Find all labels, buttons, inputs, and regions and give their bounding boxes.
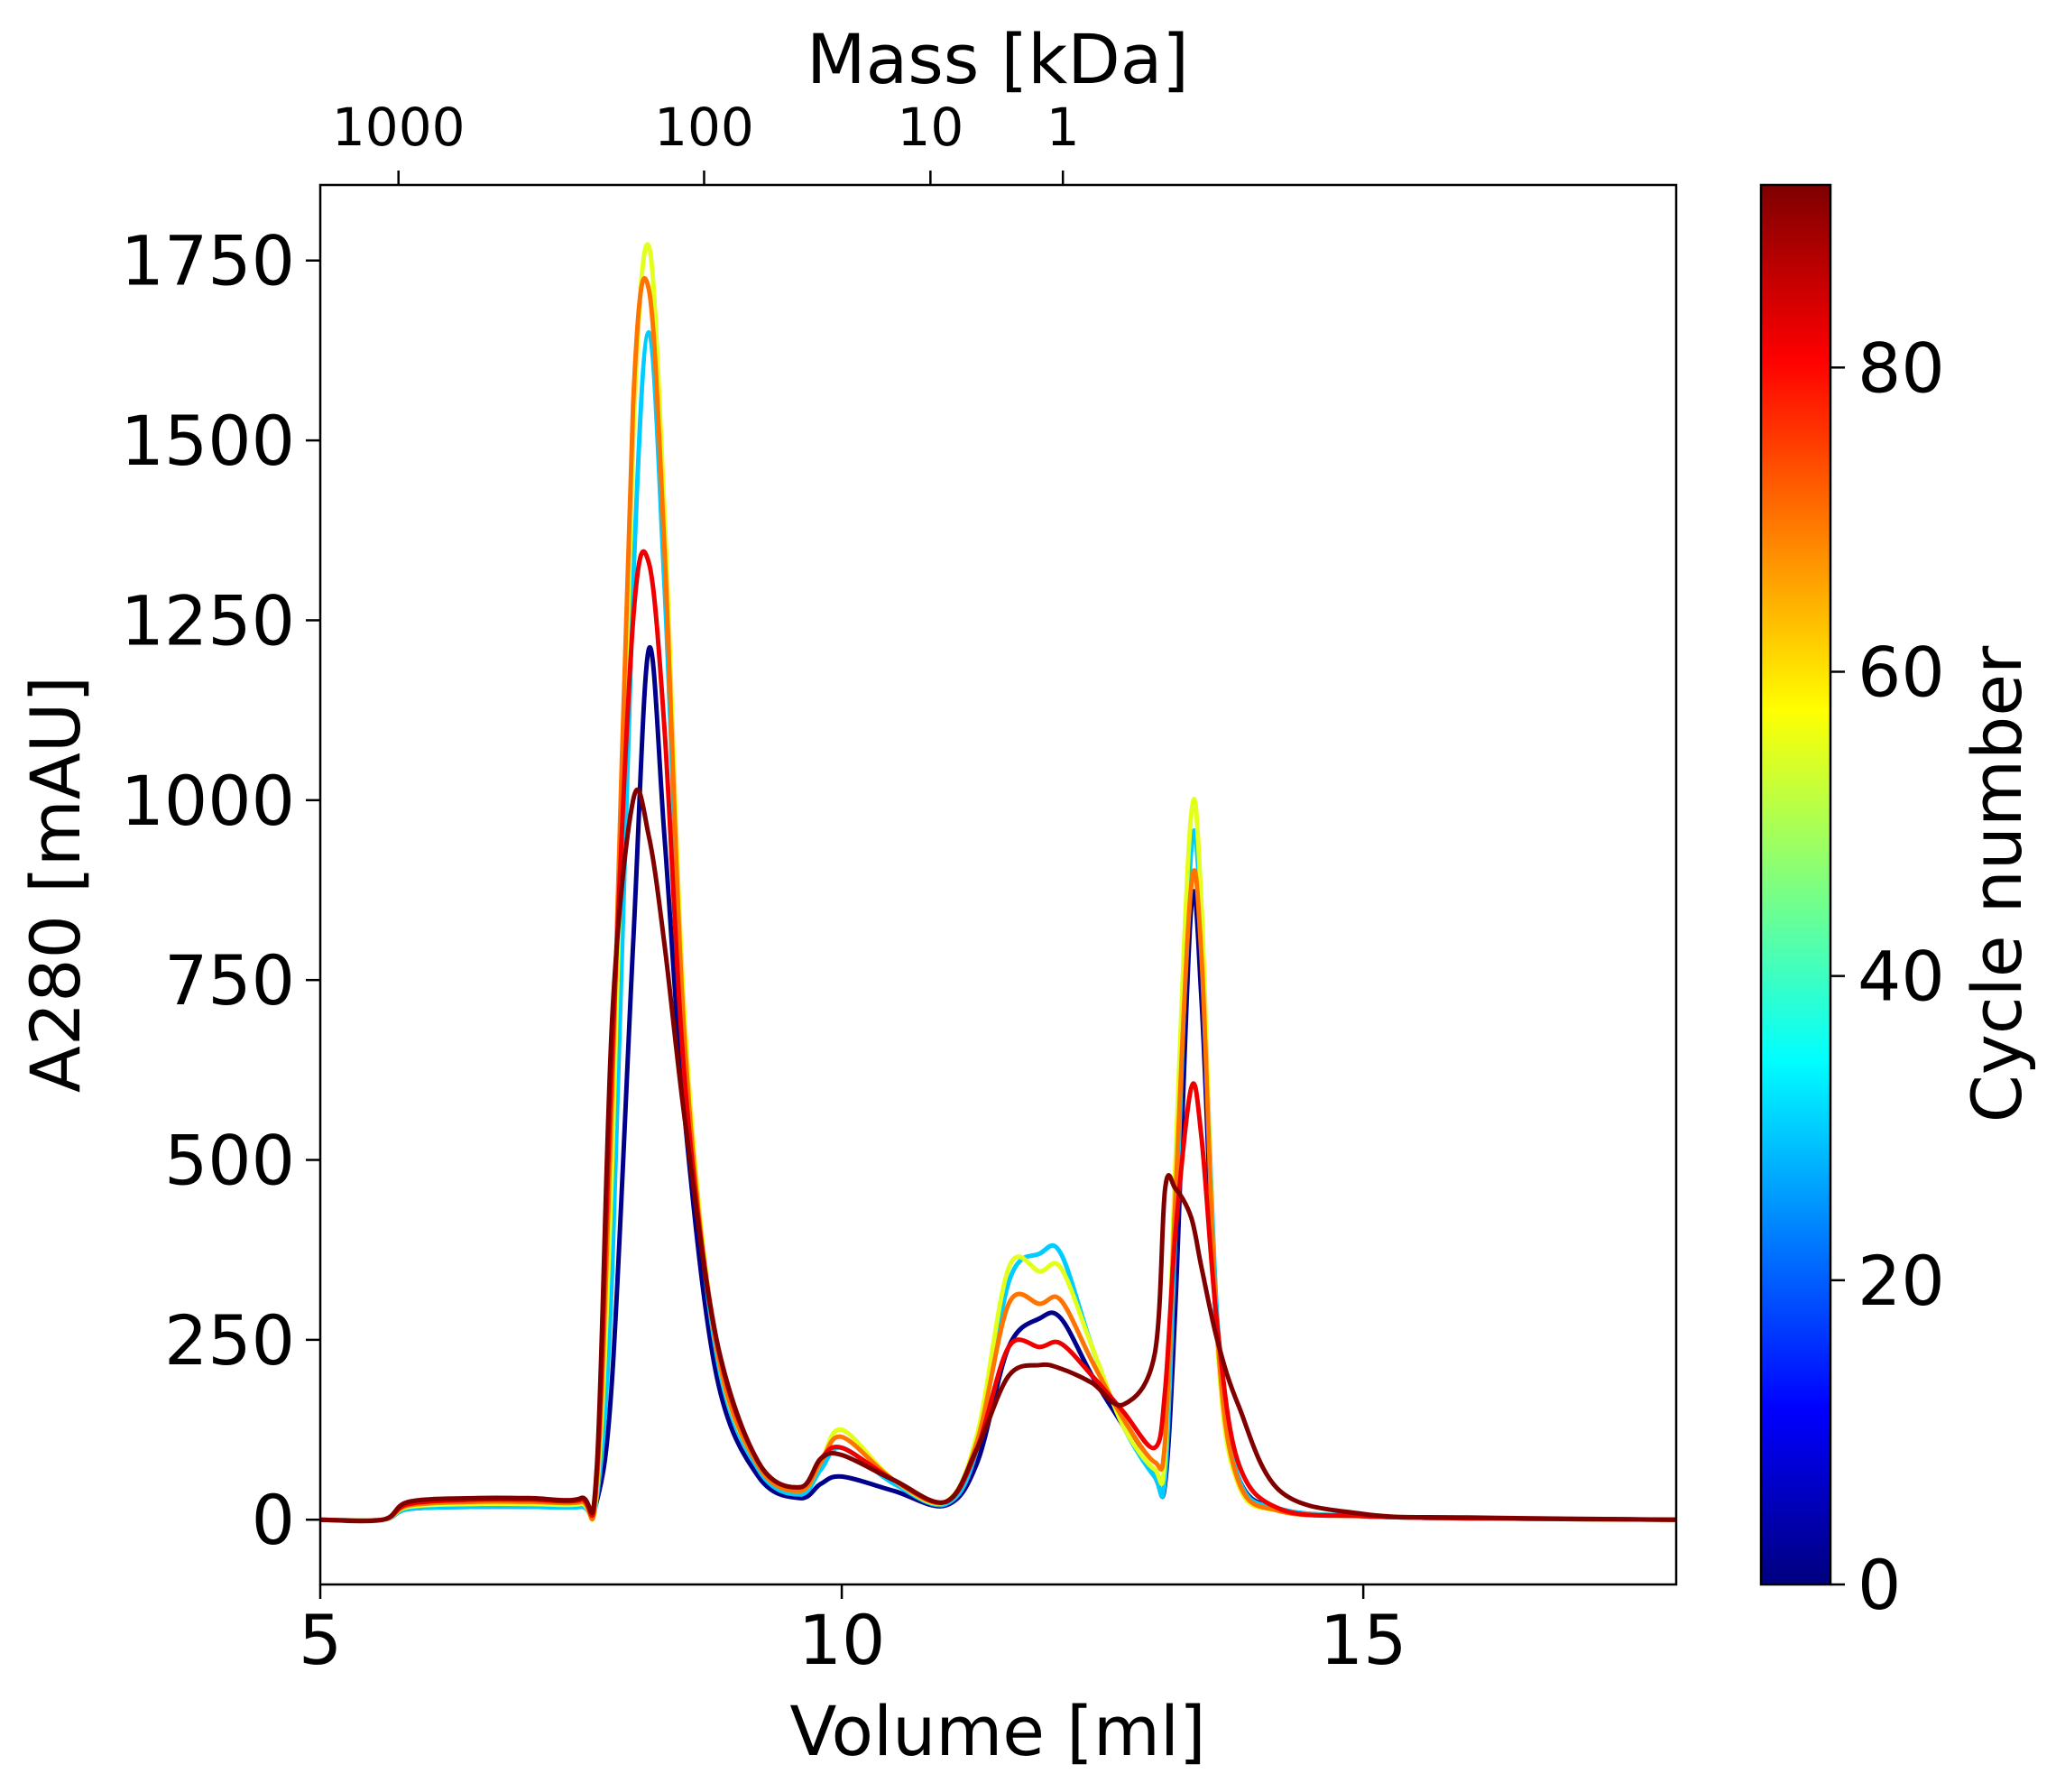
- y-tick-label: 500: [164, 1121, 295, 1201]
- y-tick-label: 750: [164, 940, 295, 1021]
- series-line-cycle-1: [320, 644, 1676, 1523]
- y-tick-label: 0: [252, 1480, 295, 1560]
- series-line-cycle-70: [320, 275, 1676, 1523]
- colorbar-axis: 0 20 40 60 80: [1830, 328, 1945, 1625]
- x-axis: 5 10 15: [299, 1584, 1407, 1680]
- x-tick-label: 10: [798, 1600, 886, 1680]
- colorbar-tick-label: 40: [1858, 937, 1945, 1017]
- colorbar-tick-label: 60: [1858, 632, 1945, 712]
- top-tick-label: 1: [1046, 97, 1080, 158]
- colorbar-tick-label: 80: [1858, 328, 1945, 408]
- y-axis-label: A280 [mAU]: [15, 676, 96, 1093]
- series-line-cycle-92: [320, 787, 1676, 1524]
- x-tick-label: 15: [1320, 1600, 1407, 1680]
- plot-frame: [318, 183, 1678, 1586]
- y-tick-label: 250: [164, 1300, 295, 1381]
- top-axis: 1000 100 10 1: [332, 97, 1080, 185]
- y-tick-label: 1500: [121, 401, 295, 481]
- top-axis-label: Mass [kDa]: [807, 19, 1189, 99]
- colorbar: [1759, 183, 1832, 1586]
- top-tick-label: 1000: [332, 97, 466, 158]
- x-tick-label: 5: [299, 1600, 342, 1680]
- colorbar-label: Cycle number: [1957, 645, 2037, 1122]
- x-axis-label: Volume [ml]: [789, 1691, 1205, 1771]
- y-tick-label: 1250: [121, 580, 295, 660]
- series-layer: [320, 242, 1676, 1524]
- top-tick-label: 10: [897, 97, 963, 158]
- y-tick-label: 1000: [121, 761, 295, 841]
- top-tick-label: 100: [654, 97, 754, 158]
- colorbar-tick-label: 20: [1858, 1241, 1945, 1321]
- colorbar-tick-label: 0: [1858, 1545, 1901, 1625]
- y-tick-label: 1750: [121, 221, 295, 301]
- series-line-cycle-82: [320, 549, 1676, 1524]
- y-axis: 0 250 500 750 1000 1250 1500 1750: [121, 221, 320, 1560]
